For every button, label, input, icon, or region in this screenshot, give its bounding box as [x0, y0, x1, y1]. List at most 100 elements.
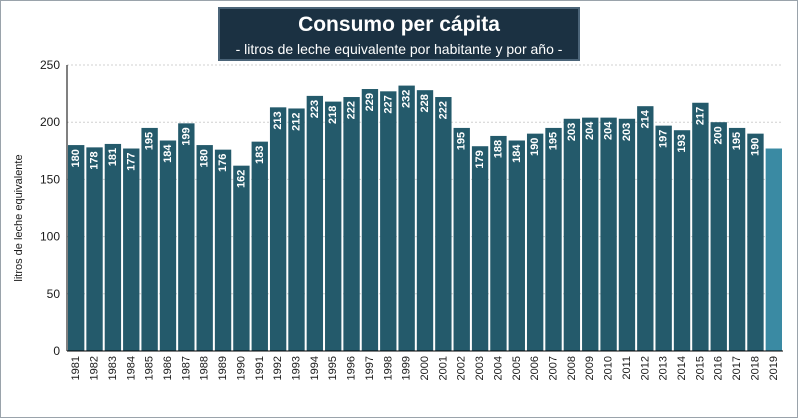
x-tick-label: 2010: [603, 356, 615, 380]
bar: [582, 117, 599, 352]
data-label: 197: [658, 130, 670, 148]
x-tick-label: 1983: [107, 356, 119, 380]
bar: [435, 97, 452, 351]
data-label: 200: [713, 126, 725, 144]
x-tick-label: 1999: [401, 356, 413, 380]
bar: [196, 145, 213, 351]
bar: [380, 91, 397, 351]
y-tick-label: 50: [47, 287, 61, 301]
data-label: 190: [749, 138, 761, 156]
x-tick-label: 1986: [162, 356, 174, 380]
x-tick-label: 1996: [346, 356, 358, 380]
data-label: 199: [180, 127, 192, 145]
bar: [178, 123, 195, 352]
y-tick-label: 250: [40, 58, 60, 72]
data-label: 179: [474, 150, 486, 168]
data-label: 181: [107, 148, 119, 166]
y-tick-label: 100: [40, 230, 60, 244]
data-label: 222: [346, 101, 358, 119]
bar: [141, 127, 158, 351]
x-tick-label: 1984: [125, 356, 137, 380]
bar: [490, 135, 507, 351]
data-label: 228: [419, 94, 431, 112]
y-axis-label: litros de leche equivalente: [13, 154, 25, 281]
bar: [618, 118, 636, 351]
bar: [747, 133, 764, 351]
data-label: 195: [548, 132, 560, 150]
bar: [637, 106, 654, 352]
x-tick-label: 2013: [658, 356, 670, 380]
bar: [692, 102, 709, 351]
bar: [673, 130, 691, 351]
x-tick-label: 1998: [382, 356, 394, 380]
bar: [269, 107, 287, 351]
data-label: 227: [382, 95, 394, 113]
x-tick-label: 1981: [70, 356, 82, 380]
x-tick-label: 1989: [217, 356, 229, 380]
x-tick-label: 2016: [713, 356, 725, 380]
bar: [86, 147, 103, 351]
bar: [68, 145, 85, 351]
bar: [508, 140, 525, 351]
data-label: 229: [364, 93, 376, 111]
bar: [563, 118, 581, 351]
x-tick-label: 2012: [639, 356, 651, 380]
bar: [728, 127, 746, 351]
x-tick-label: 1987: [180, 356, 192, 380]
data-label: 177: [125, 153, 137, 171]
bar: [214, 149, 232, 351]
bar: [104, 143, 122, 351]
x-tick-label: 1992: [272, 356, 284, 380]
bar: [288, 108, 305, 351]
x-tick-label: 2005: [511, 356, 523, 380]
x-tick-label: 1997: [364, 356, 376, 380]
x-tick-label: 1993: [290, 356, 302, 380]
data-label: 232: [401, 90, 413, 108]
x-tick-label: 1991: [254, 356, 266, 380]
data-labels: 180 178 181 177 195 184 199 180 176 162 183 213 212 2…: [70, 90, 761, 188]
x-tick-label: 1988: [199, 356, 211, 380]
bar: [251, 141, 268, 351]
data-label: 195: [731, 132, 743, 150]
bar: [600, 117, 617, 352]
data-label: 188: [492, 140, 504, 158]
data-label: 203: [621, 123, 633, 141]
data-label: 180: [199, 149, 211, 167]
bar: [159, 140, 177, 351]
x-tick-label: 2019: [768, 356, 780, 380]
chart-subtitle: - litros de leche equivalente por habita…: [235, 41, 563, 57]
bar: [471, 146, 489, 351]
data-label: 193: [676, 134, 688, 152]
bar: [398, 85, 415, 351]
data-label: 176: [217, 154, 229, 172]
data-label: 223: [309, 100, 321, 118]
data-label: 214: [639, 109, 651, 128]
x-tick-label: 2002: [456, 356, 468, 380]
x-tick-label: 2004: [492, 356, 504, 380]
y-tick-label: 0: [53, 344, 60, 358]
bar: [526, 133, 544, 351]
bar: [361, 89, 379, 352]
bar: [765, 148, 782, 351]
x-tick-label: 1982: [89, 356, 101, 380]
data-label: 195: [456, 132, 468, 150]
bar: [655, 125, 672, 352]
x-tick-label: 2017: [731, 356, 743, 380]
x-tick-label: 2006: [529, 356, 541, 380]
bar: [710, 122, 727, 351]
bar: [233, 165, 250, 351]
data-label: 213: [272, 111, 284, 129]
bar: [453, 127, 470, 351]
data-label: 204: [584, 121, 596, 140]
data-label: 217: [694, 107, 706, 125]
data-label: 222: [437, 101, 449, 119]
data-label: 180: [70, 149, 82, 167]
bar: [416, 90, 434, 351]
title-box: Consumo per cápita - litros de leche equ…: [218, 7, 580, 61]
bar: [545, 127, 562, 351]
data-label: 178: [89, 151, 101, 169]
y-tick-label: 150: [40, 172, 60, 186]
x-tick-label: 2011: [621, 356, 633, 380]
data-label: 195: [144, 132, 156, 150]
x-tick-label: 2003: [474, 356, 486, 380]
